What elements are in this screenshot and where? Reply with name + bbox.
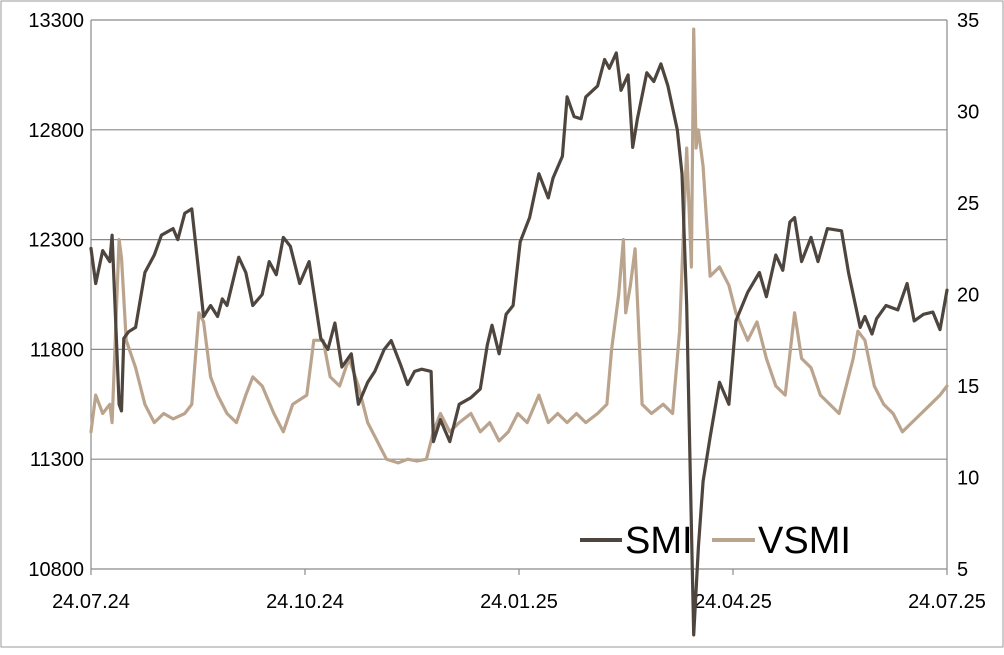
x-tick-label: 24.07.25 xyxy=(908,591,986,613)
y-left-tick-label: 11800 xyxy=(30,339,84,361)
y-right-tick-label: 35 xyxy=(957,10,979,32)
axis-layer: 10800 11300 11800 12300 12800 13300 5 10 15 20 25 3… xyxy=(28,10,986,613)
legend: SMI VSMI xyxy=(580,520,851,562)
series-line-smi xyxy=(89,51,949,637)
y-right-tick-label: 10 xyxy=(957,468,979,490)
y-right-tick-label: 15 xyxy=(957,376,979,398)
x-tick-label: 24.04.25 xyxy=(694,591,772,613)
y-left-tick-label: 11300 xyxy=(30,449,84,471)
legend-label-vsmi: VSMI xyxy=(758,520,851,562)
x-tick-label: 24.07.24 xyxy=(52,591,130,613)
y-right-tick-label: 5 xyxy=(957,559,968,581)
x-tick-label: 24.10.24 xyxy=(266,591,344,613)
y-right-tick-label: 30 xyxy=(957,102,979,124)
y-left-tick-label: 12300 xyxy=(28,230,84,252)
y-left-tick-label: 12800 xyxy=(28,120,84,142)
y-right-tick-label: 20 xyxy=(957,285,979,307)
series-layer xyxy=(89,27,949,637)
y-left-tick-label: 13300 xyxy=(28,10,84,32)
legend-label-smi: SMI xyxy=(625,520,693,562)
grid-layer xyxy=(91,19,947,570)
x-tick-label: 24.01.25 xyxy=(480,591,558,613)
y-right-tick-label: 25 xyxy=(957,193,979,215)
series-line-vsmi xyxy=(89,27,949,465)
y-left-tick-label: 10800 xyxy=(28,559,84,581)
